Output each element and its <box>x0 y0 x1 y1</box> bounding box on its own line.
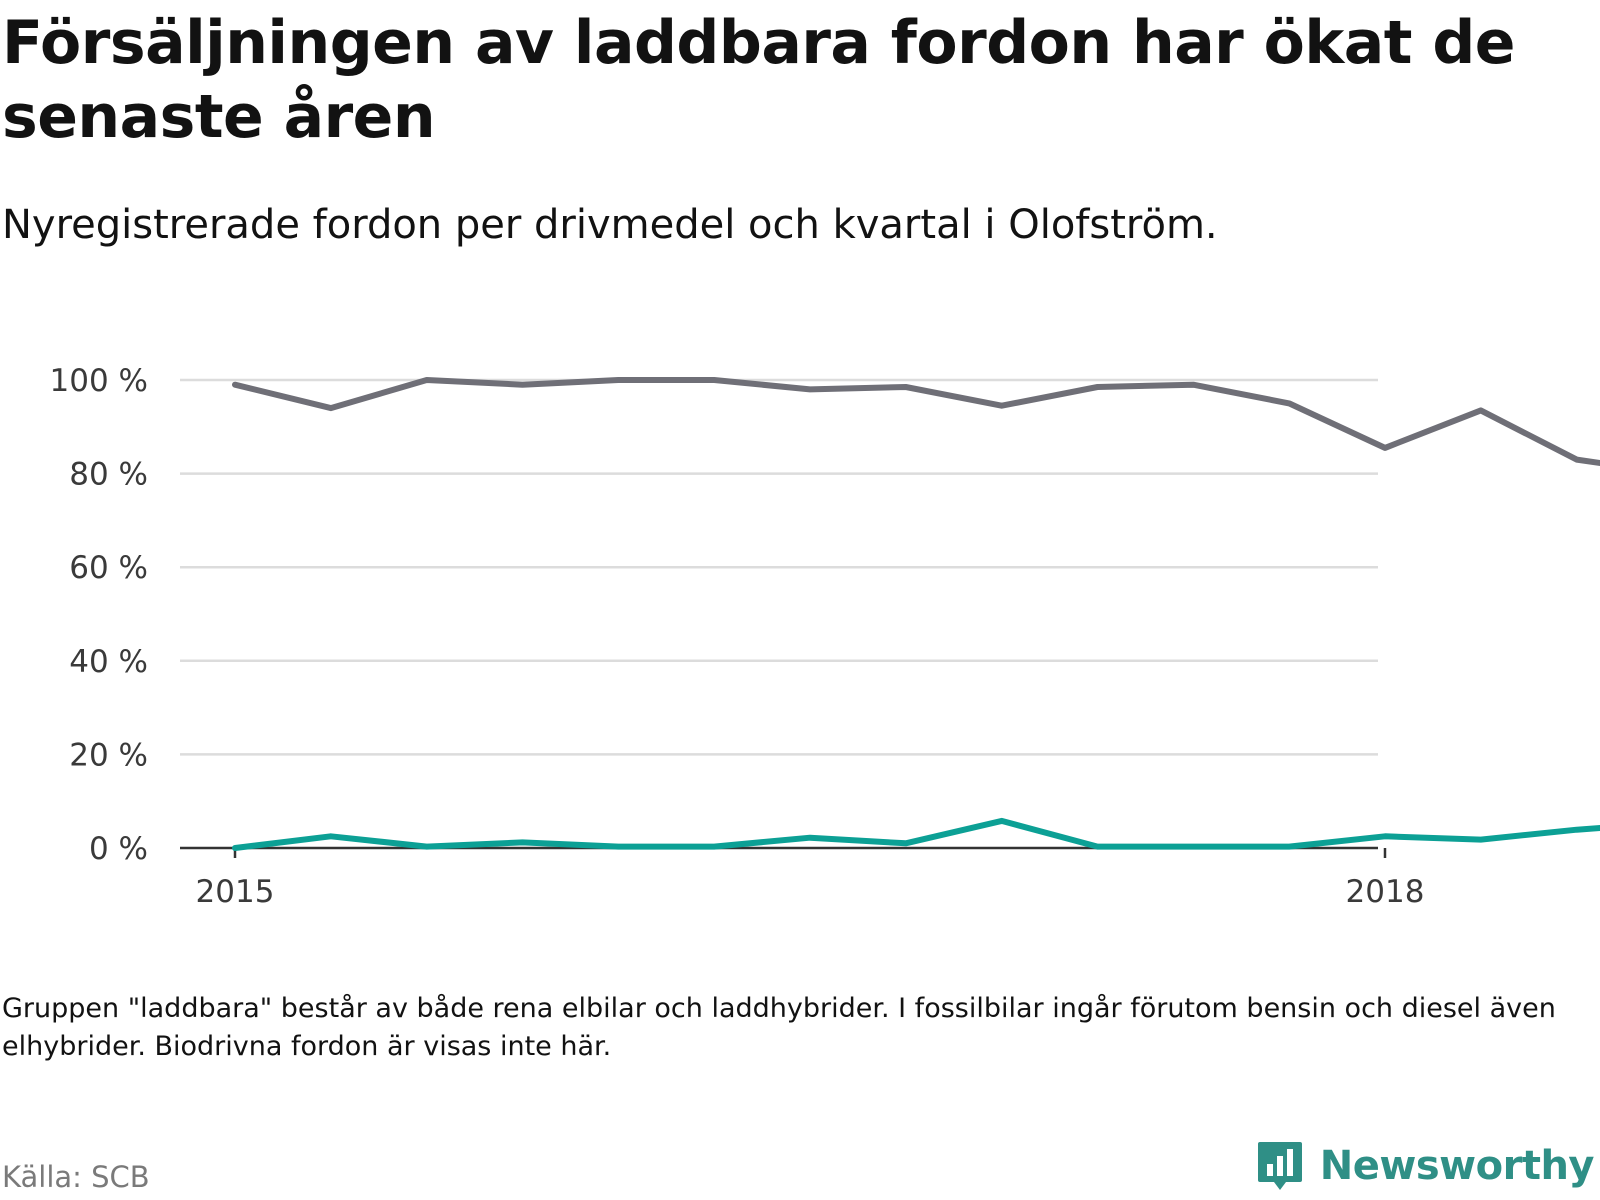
y-tick-label: 60 % <box>69 550 148 586</box>
y-tick-label: 0 % <box>89 831 148 867</box>
bar-chart-logo-icon <box>1257 1142 1302 1190</box>
chart-footnote: Gruppen "laddbara" består av både rena e… <box>2 993 1556 1062</box>
gridlines <box>180 378 1378 756</box>
x-tick-label: 2018 <box>1346 874 1425 910</box>
y-tick-label: 40 % <box>69 644 148 680</box>
series-lines <box>232 377 1600 851</box>
y-axis-tick-labels: 0 % 20 % 40 % 60 % 80 % 100 % <box>50 363 148 867</box>
source-label: Källa: SCB <box>2 1160 150 1194</box>
chart-subtitle: Nyregistrerade fordon per drivmedel och … <box>2 202 1218 248</box>
x-axis: 2015201820212023 <box>180 846 1425 910</box>
x-tick-label: 2015 <box>196 874 275 910</box>
y-tick-label: 100 % <box>50 363 148 399</box>
line-chart: 0 %20 %40 %60 %80 %100 % 201520182021202… <box>50 363 1600 910</box>
series-line-fossilbilar <box>232 377 1600 467</box>
series-line-laddbara <box>232 817 1600 851</box>
y-tick-label: 80 % <box>69 457 148 493</box>
brand-logo: Newsworthy <box>1256 1140 1595 1192</box>
chart-title: Försäljningen av laddbara fordon har öka… <box>2 8 1515 152</box>
y-tick-label: 20 % <box>69 737 148 773</box>
brand-name: Newsworthy <box>1319 1143 1595 1189</box>
